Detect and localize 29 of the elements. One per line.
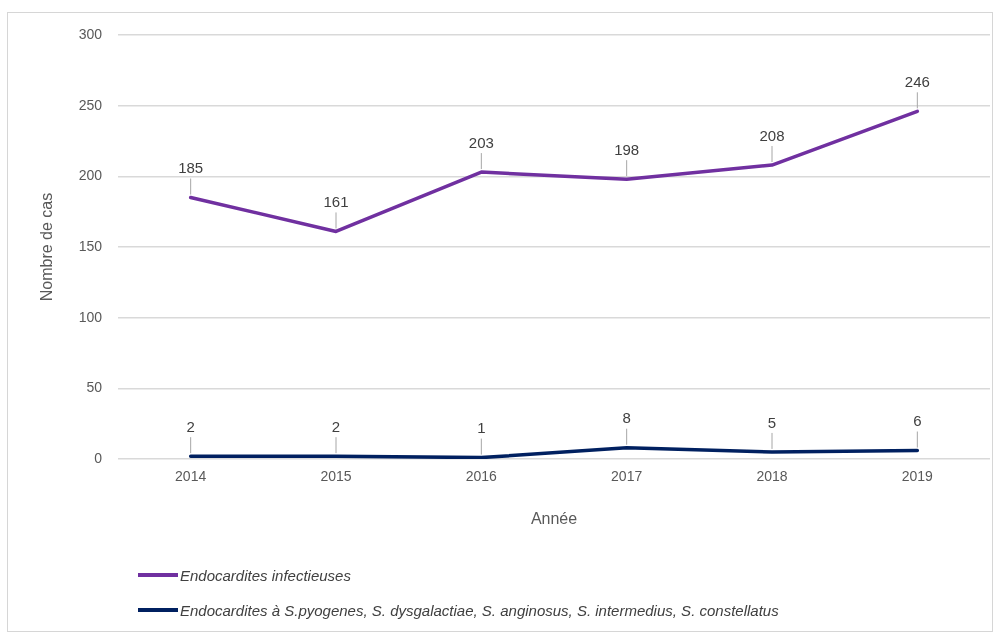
y-tick-label: 100 [78, 308, 103, 325]
y-tick-label: 0 [94, 449, 103, 466]
x-tick-label: 2019 [901, 468, 934, 485]
legend-label: Endocardites à S.pyogenes, S. dysgalactiae, S. anginosus, S. intermedius, S. constellatus [180, 601, 779, 619]
data-label: 5 [767, 413, 777, 431]
data-label: 2 [186, 417, 195, 435]
y-tick-label: 50 [86, 379, 103, 396]
x-tick-label: 2018 [756, 468, 788, 485]
data-label: 203 [468, 133, 494, 151]
y-axis-title: Nombre de cas [38, 192, 56, 302]
data-label: 1 [477, 419, 486, 437]
data-label: 246 [904, 72, 930, 90]
x-tick-label: 2015 [320, 468, 352, 485]
x-tick-label: 2017 [611, 468, 643, 485]
x-tick-label: 2016 [465, 468, 498, 485]
data-label: 161 [323, 193, 349, 211]
data-label: 6 [913, 412, 922, 430]
data-label: 8 [622, 409, 631, 427]
data-label: 2 [331, 417, 341, 435]
y-tick-label: 200 [78, 167, 103, 184]
data-label: 198 [614, 140, 640, 158]
data-label: 185 [178, 159, 204, 177]
x-axis-title: Année [530, 509, 578, 527]
y-tick-label: 300 [78, 25, 103, 42]
legend-label: Endocardites infectieuses [180, 566, 351, 584]
x-tick-label: 2014 [175, 468, 207, 485]
y-tick-label: 150 [78, 237, 103, 254]
y-tick-label: 250 [78, 96, 103, 113]
data-label: 208 [759, 126, 785, 144]
